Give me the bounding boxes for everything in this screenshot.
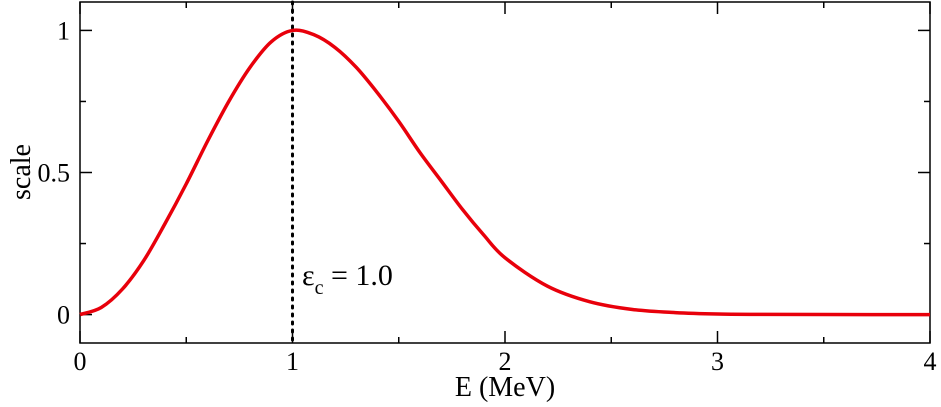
x-tick-label: 2	[499, 347, 512, 376]
epsilon-c-annotation: εc = 1.0	[302, 259, 393, 299]
y-tick-label: 0	[57, 301, 70, 330]
plot-frame	[79, 1, 931, 344]
x-tick-label: 1	[286, 347, 299, 376]
y-tick-label: 1	[57, 16, 70, 45]
annotation-value: = 1.0	[324, 259, 393, 292]
y-tick-label: 0.5	[38, 159, 71, 188]
x-tick-label: 3	[711, 347, 724, 376]
annotation-subscript: c	[315, 277, 324, 299]
x-axis-label: E (MeV)	[455, 372, 555, 403]
x-tick-label: 0	[74, 347, 87, 376]
annotation-symbol: ε	[302, 259, 315, 292]
tick-labels: 0 1 2 3 4 0 0.5 1	[38, 16, 937, 376]
series-line	[79, 28, 931, 317]
y-axis-label: scale	[6, 144, 37, 200]
axis-ticks	[79, 2, 931, 343]
x-tick-label: 4	[924, 347, 937, 376]
